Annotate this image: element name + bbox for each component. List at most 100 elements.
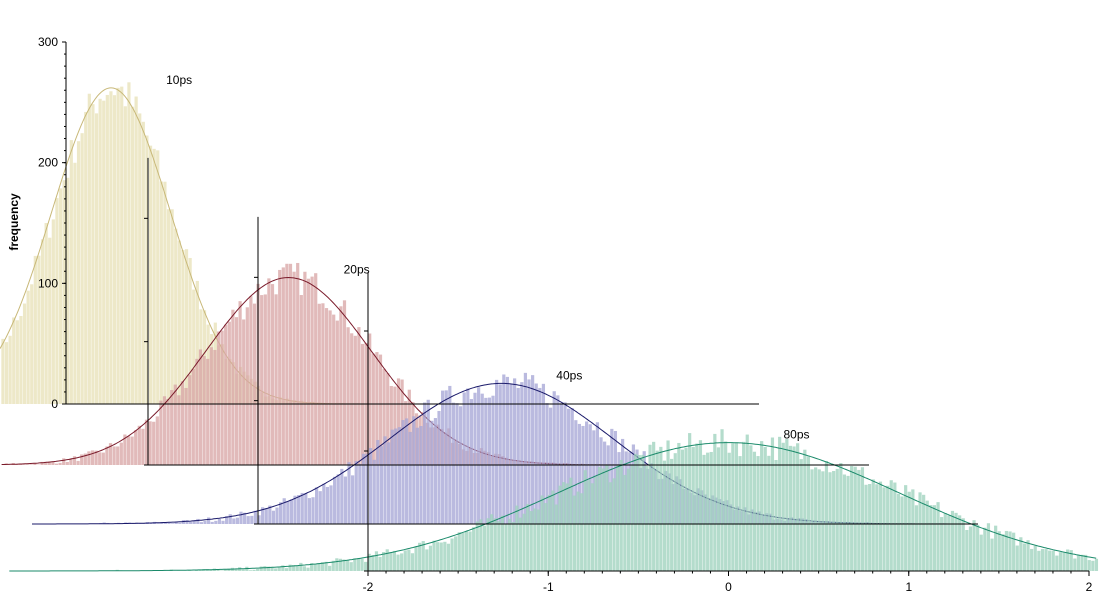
- histogram-bar: [127, 436, 130, 465]
- histogram-bar: [5, 342, 8, 404]
- histogram-bar: [301, 493, 304, 524]
- histogram-bar: [497, 521, 500, 571]
- histogram-bar: [340, 469, 343, 524]
- histogram-bar: [113, 95, 116, 404]
- histogram-bar: [1062, 553, 1065, 571]
- histogram-bar: [62, 458, 65, 465]
- histogram-bar: [717, 447, 720, 571]
- histogram-bar: [458, 532, 461, 571]
- histogram-bar: [825, 461, 828, 571]
- histogram-bar: [573, 496, 576, 571]
- histogram-bar: [411, 553, 414, 571]
- histogram-bar: [473, 393, 476, 524]
- histogram-bar: [782, 443, 785, 571]
- y-tick-label: 300: [38, 35, 58, 49]
- histogram-bar: [368, 333, 371, 465]
- histogram-bar: [120, 443, 123, 465]
- histogram-bar: [249, 296, 252, 465]
- histogram-bar: [319, 491, 322, 524]
- histogram-bar: [1095, 559, 1098, 571]
- histogram-bar: [265, 508, 268, 524]
- histogram-bar: [555, 504, 558, 571]
- histogram-bar: [656, 451, 659, 571]
- histogram-bar: [250, 516, 253, 524]
- histogram-bar: [389, 552, 392, 571]
- histogram-bar: [311, 497, 314, 524]
- histogram-bar: [382, 552, 385, 571]
- histogram-bar: [803, 450, 806, 571]
- histogram-bar: [663, 461, 666, 571]
- histogram-bar: [638, 455, 641, 571]
- y-axis-title: frequency: [7, 193, 21, 251]
- histogram-bar: [868, 484, 871, 571]
- histogram-bar: [332, 315, 335, 465]
- histogram-bar: [472, 527, 475, 571]
- histogram-bar: [400, 553, 403, 571]
- histogram-bar: [117, 88, 120, 404]
- histogram-bar: [211, 522, 214, 524]
- histogram-bar: [836, 469, 839, 571]
- histogram-bar: [346, 560, 349, 571]
- histogram-bar: [430, 421, 433, 524]
- histogram-bar: [224, 325, 227, 465]
- histogram-bar: [260, 566, 263, 571]
- histogram-bar: [393, 551, 396, 571]
- histogram-bar: [159, 401, 162, 465]
- histogram-bar: [358, 464, 361, 524]
- histogram-bar: [477, 387, 480, 524]
- histogram-bar: [286, 501, 289, 524]
- histogram-bar: [59, 463, 62, 465]
- histogram-bar: [19, 316, 22, 404]
- histogram-bar: [441, 391, 444, 524]
- histogram-bar: [218, 519, 221, 524]
- histogram-bar: [749, 445, 752, 571]
- histogram-bar: [609, 482, 612, 571]
- histogram-bar: [329, 310, 332, 465]
- histogram-bar: [706, 453, 709, 571]
- histogram-bar: [713, 434, 716, 571]
- histogram-bar: [347, 327, 350, 465]
- histogram-bar: [447, 544, 450, 571]
- histogram-bar: [566, 483, 569, 571]
- histogram-bar: [491, 396, 494, 524]
- histogram-bar: [504, 524, 507, 571]
- histogram-bar: [149, 146, 152, 404]
- histogram-bar: [278, 270, 281, 465]
- histogram-bar: [452, 403, 455, 524]
- histogram-bar: [702, 455, 705, 571]
- histogram-bar: [333, 477, 336, 524]
- histogram-bar: [416, 428, 419, 524]
- histogram-bar: [551, 491, 554, 571]
- histogram-bar: [131, 107, 134, 404]
- histogram-bar: [170, 390, 173, 465]
- histogram-bar: [174, 229, 177, 404]
- histogram-bar: [77, 141, 80, 404]
- histogram-bar: [965, 530, 968, 571]
- histogram-bar: [630, 464, 633, 571]
- histogram-bar: [495, 380, 498, 524]
- histogram-bar: [364, 562, 367, 571]
- histogram-bar: [353, 558, 356, 571]
- histogram-bar: [401, 420, 404, 524]
- series-label-80ps: 80ps: [784, 428, 810, 442]
- histogram-bar: [742, 442, 745, 571]
- histogram-bar: [407, 550, 410, 571]
- histogram-bar: [383, 436, 386, 524]
- histogram-bar: [66, 462, 69, 465]
- histogram-bar: [530, 511, 533, 571]
- histogram-bar: [612, 478, 615, 571]
- histogram-bar: [695, 444, 698, 571]
- histogram-bar: [483, 526, 486, 571]
- histogram-bar: [322, 484, 325, 524]
- histogram-bar: [98, 452, 101, 465]
- y-tick-label: 0: [51, 397, 58, 411]
- histogram-bar: [969, 526, 972, 571]
- histogram-bar: [1077, 555, 1080, 571]
- histogram-bar: [360, 559, 363, 571]
- histogram-bar: [479, 519, 482, 571]
- histogram-bar: [587, 480, 590, 571]
- histogram-bar: [185, 388, 188, 465]
- histogram-bar: [720, 429, 723, 571]
- histogram-bar: [879, 482, 882, 571]
